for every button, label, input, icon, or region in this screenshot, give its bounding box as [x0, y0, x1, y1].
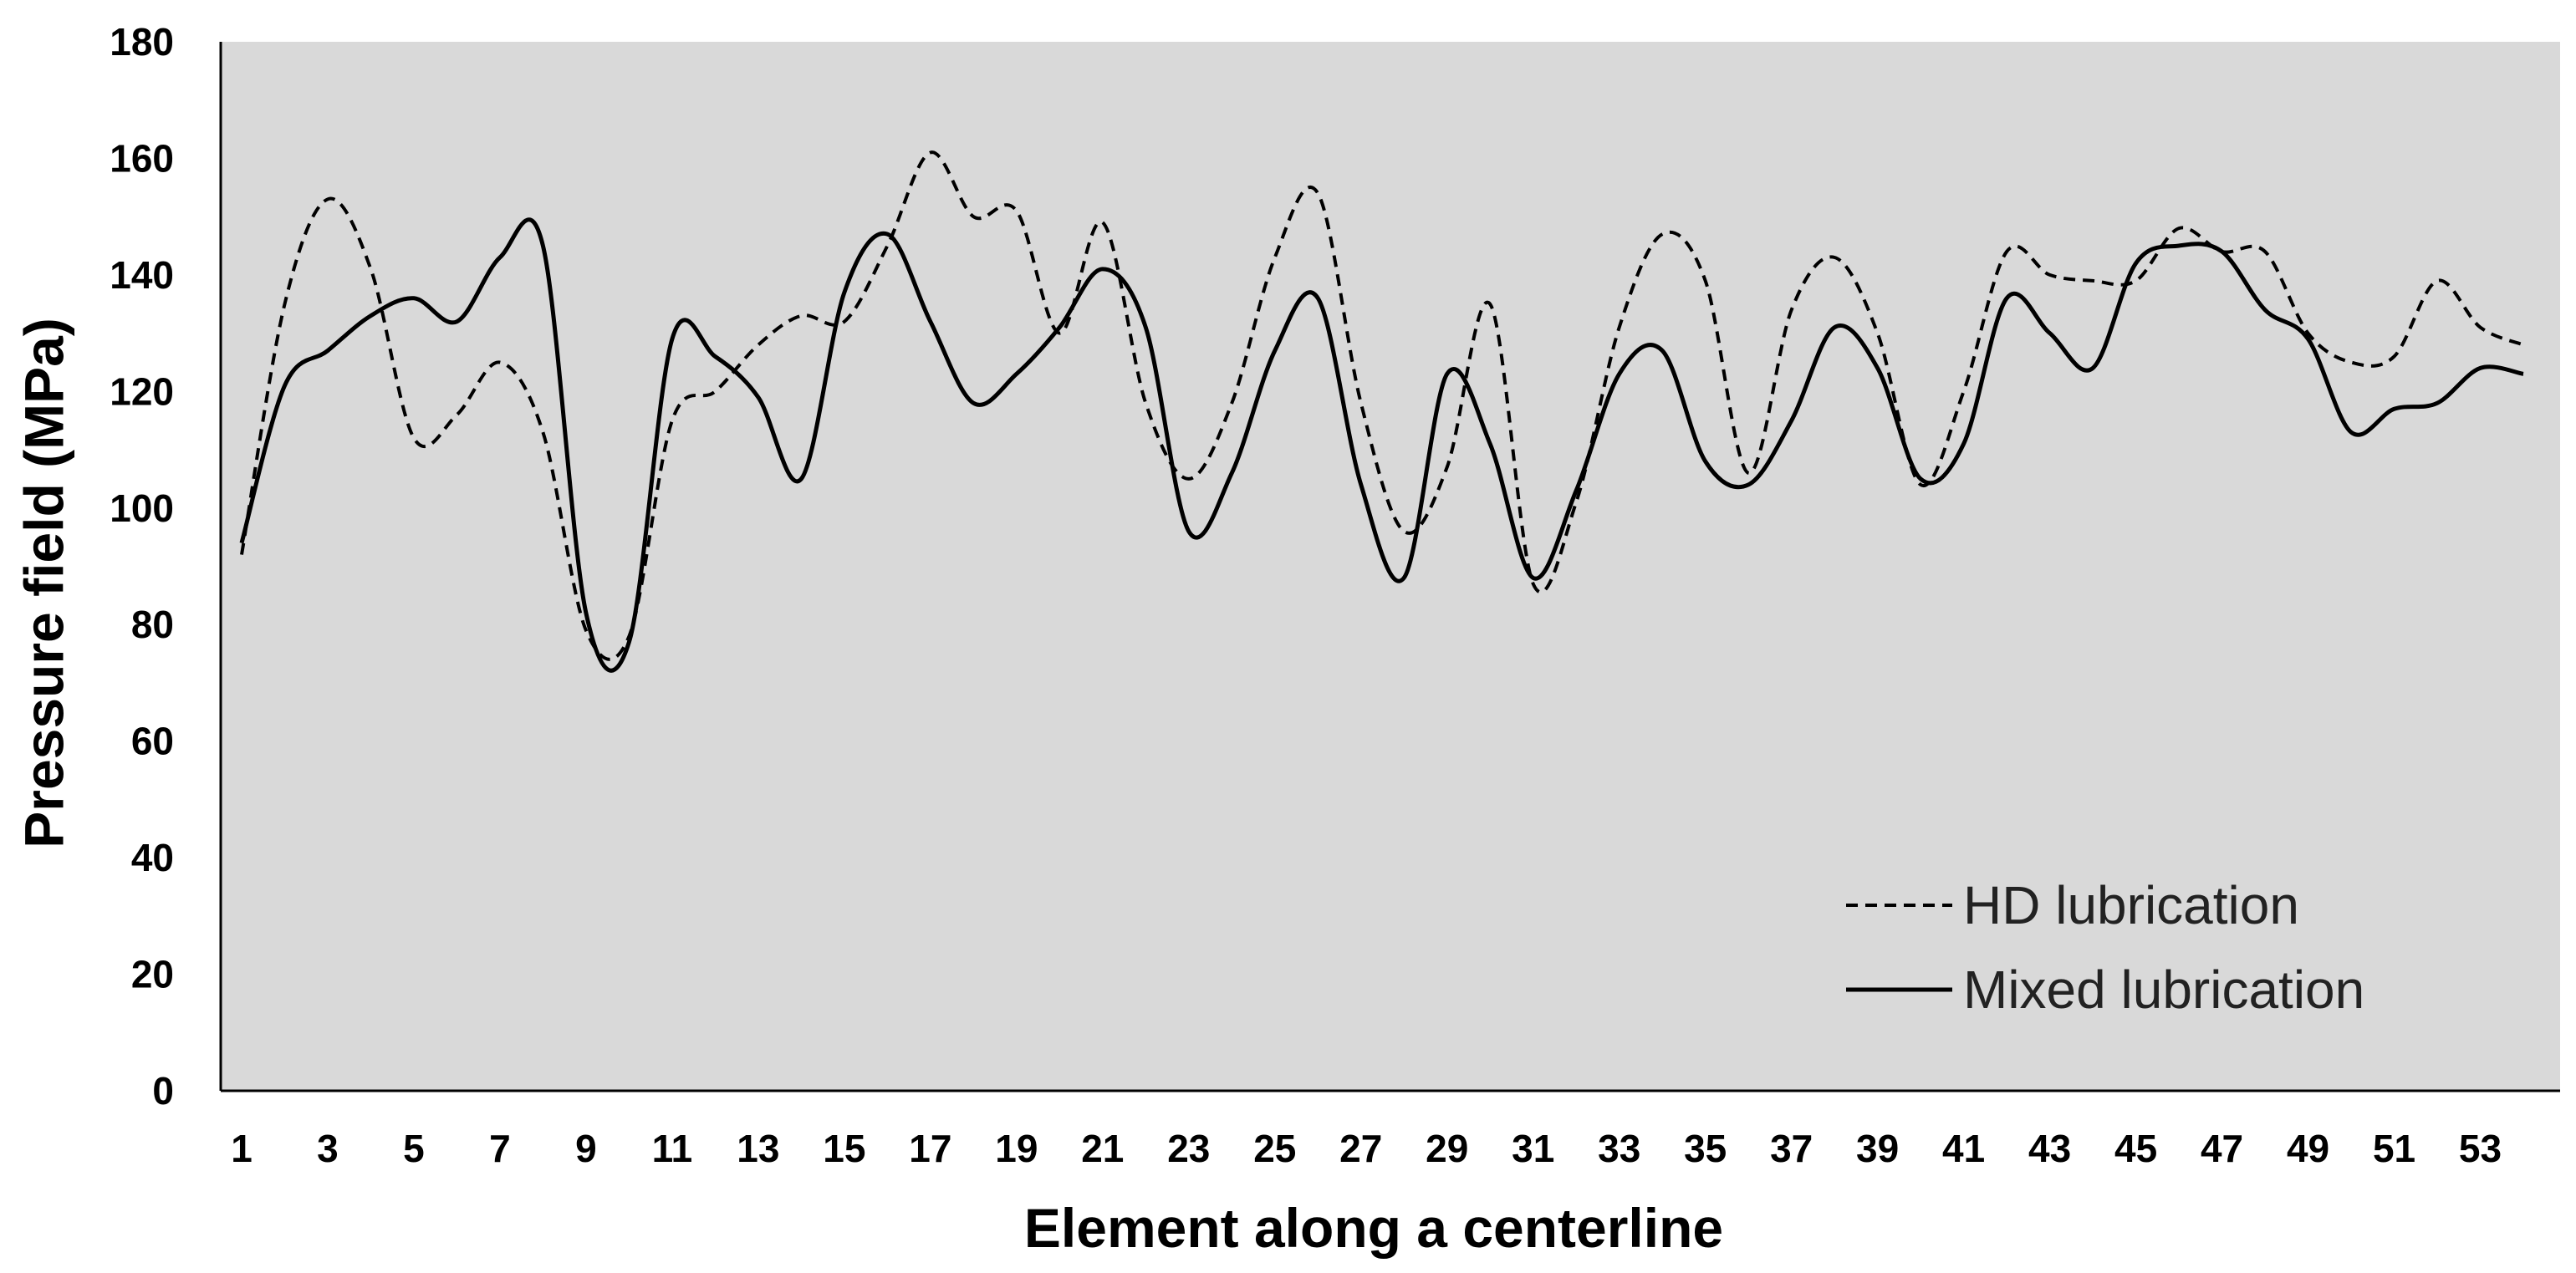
x-tick-label: 5: [403, 1127, 425, 1170]
series-line-mixed-lubrication: [239, 217, 2524, 673]
y-tick-label: 20: [131, 953, 174, 996]
x-tick-label: 1: [231, 1127, 252, 1170]
x-tick-label: 27: [1339, 1127, 1382, 1170]
y-tick-labels: 0 20 40 60 80 100 120 140 160 180: [110, 20, 174, 1113]
x-tick-label: 33: [1598, 1127, 1640, 1170]
x-tick-label: 15: [823, 1127, 865, 1170]
x-tick-label: 3: [317, 1127, 339, 1170]
x-tick-label: 17: [909, 1127, 951, 1170]
x-tick-label: 35: [1684, 1127, 1727, 1170]
x-tick-label: 19: [995, 1127, 1038, 1170]
y-tick-label: 180: [110, 20, 174, 64]
x-tick-label: 11: [652, 1127, 693, 1170]
x-axis-title: Element along a centerline: [1024, 1197, 1723, 1259]
x-tick-label: 53: [2459, 1127, 2502, 1170]
x-tick-label: 7: [489, 1127, 511, 1170]
x-tick-label: 9: [575, 1127, 597, 1170]
x-tick-label: 39: [1856, 1127, 1899, 1170]
axes-layer: [219, 42, 2560, 1092]
series-layer: [239, 150, 2524, 673]
y-tick-label: 60: [131, 720, 174, 763]
y-axis-title: Pressure field (MPa): [13, 318, 74, 848]
legend-label-mixed: Mixed lubrication: [1963, 960, 2364, 1020]
x-tick-label: 47: [2201, 1127, 2243, 1170]
x-tick-label: 43: [2028, 1127, 2071, 1170]
y-tick-label: 100: [110, 486, 174, 530]
y-tick-label: 0: [152, 1069, 174, 1113]
x-tick-label: 23: [1167, 1127, 1210, 1170]
plot-area-background: [221, 42, 2560, 1091]
x-tick-label: 13: [737, 1127, 779, 1170]
series-line-hd-lubrication: [240, 150, 2524, 661]
y-tick-label: 140: [110, 253, 174, 297]
legend: HD lubrication Mixed lubrication: [1846, 875, 2364, 1020]
y-tick-label: 120: [110, 369, 174, 413]
x-tick-labels: 1 3 5 7 9 11 13 15 17 19 21 23 25 27 29 31 33 35 37 39 41 43 4…: [231, 1127, 2502, 1170]
x-tick-label: 45: [2114, 1127, 2157, 1170]
x-tick-label: 25: [1253, 1127, 1296, 1170]
y-tick-label: 160: [110, 136, 174, 180]
x-tick-label: 51: [2373, 1127, 2415, 1170]
x-tick-label: 37: [1770, 1127, 1813, 1170]
x-tick-label: 49: [2287, 1127, 2329, 1170]
x-tick-label: 41: [1942, 1127, 1985, 1170]
x-tick-label: 29: [1426, 1127, 1468, 1170]
x-tick-label: 31: [1512, 1127, 1554, 1170]
y-tick-label: 80: [131, 603, 174, 646]
y-tick-label: 40: [131, 836, 174, 879]
legend-label-hd: HD lubrication: [1963, 875, 2299, 935]
x-tick-label: 21: [1081, 1127, 1124, 1170]
